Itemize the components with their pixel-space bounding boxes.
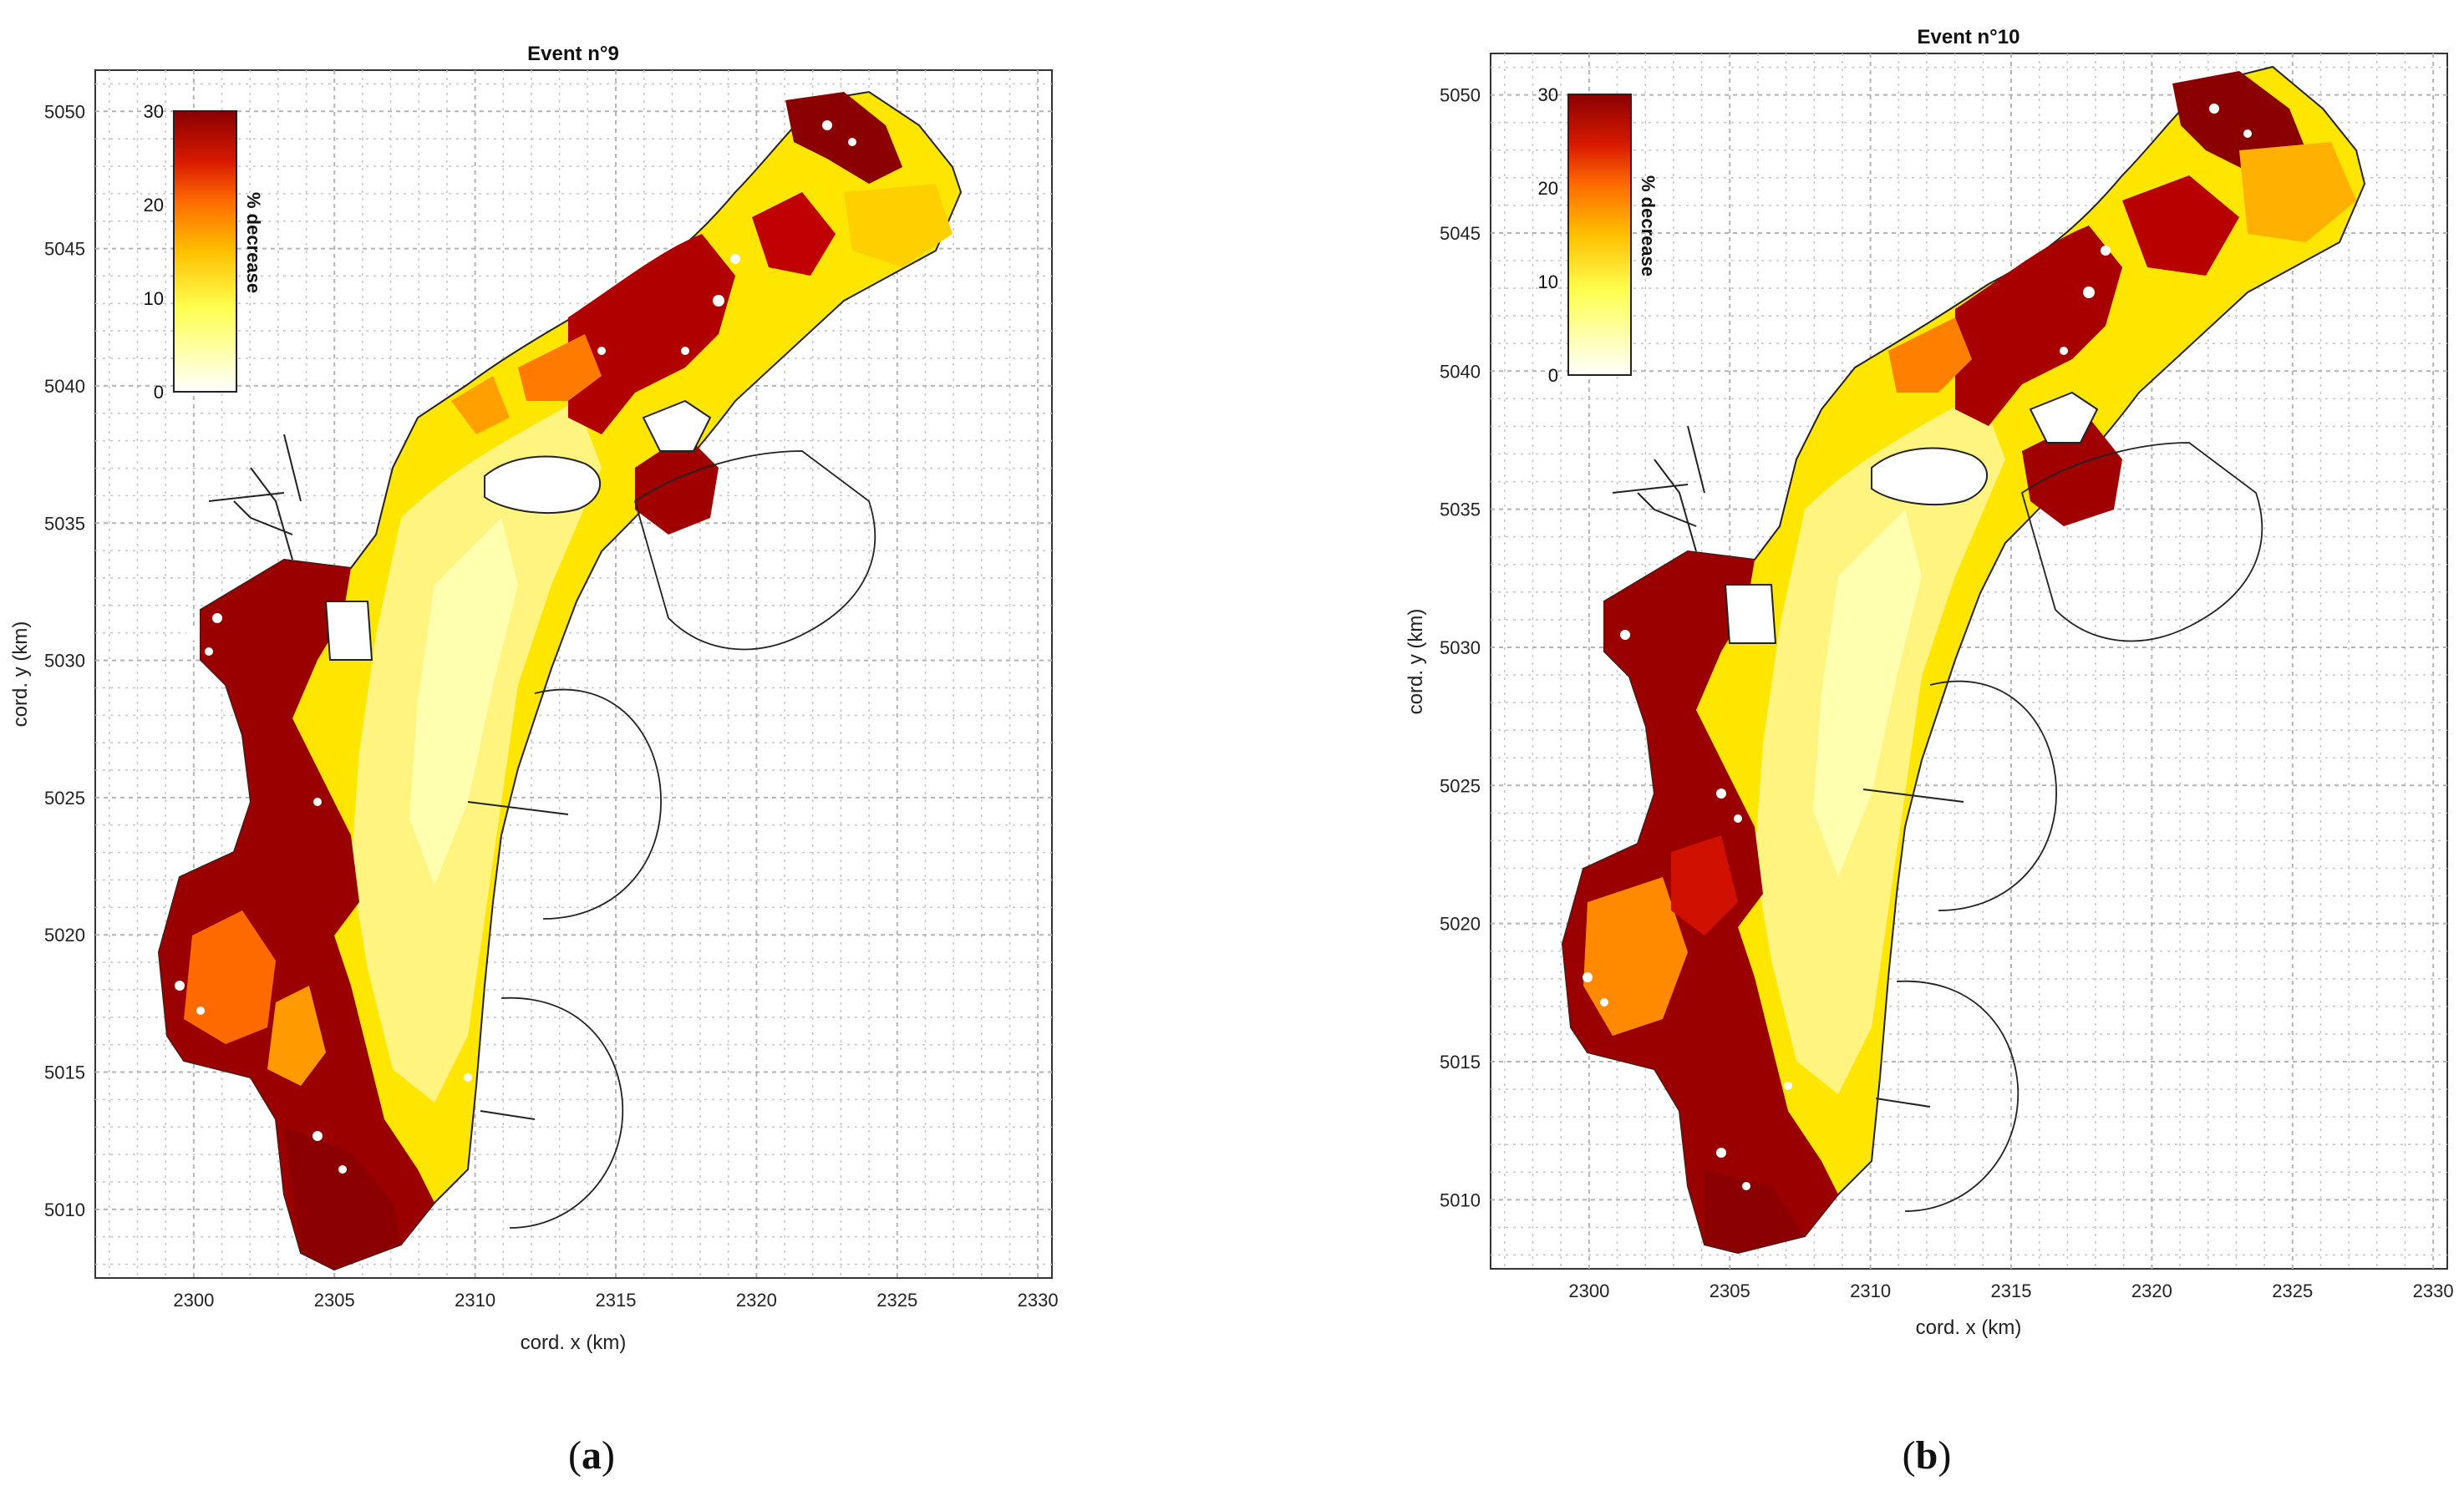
y-tick-label: 5030 (44, 651, 85, 672)
y-tick-label: 5050 (1440, 85, 1481, 106)
x-axis-label: cord. x (km) (1916, 1316, 2022, 1339)
x-tick-labels: 2300 2305 2310 2315 2320 2325 2330 (1568, 1281, 2453, 1301)
x-tick-label: 2300 (173, 1290, 214, 1311)
panel-event-10: 30 20 10 0 % decrease Event n°10 2300 230… (1405, 26, 2454, 1478)
y-tick-label: 5030 (1440, 637, 1481, 658)
y-tick-label: 5035 (1440, 500, 1481, 520)
colorbar-tick-label: 0 (1548, 365, 1558, 386)
plot-title: Event n°9 (527, 43, 619, 65)
lagoon-map (157, 90, 963, 1271)
colorbar-label: % decrease (1638, 175, 1659, 276)
y-tick-label: 5025 (1440, 775, 1481, 796)
y-tick-label: 5035 (44, 513, 85, 534)
y-tick-label: 5020 (1440, 914, 1481, 935)
y-tick-label: 5040 (1440, 361, 1481, 382)
colorbar-tick-label: 10 (1538, 271, 1558, 292)
y-tick-labels: 5010 5015 5020 5025 5030 5035 5040 5045 5050 (44, 101, 85, 1220)
x-tick-label: 2305 (314, 1290, 355, 1311)
x-tick-label: 2300 (1568, 1281, 1609, 1301)
x-tick-label: 2320 (2131, 1281, 2172, 1301)
x-tick-label: 2315 (1991, 1281, 2032, 1301)
x-tick-label: 2315 (596, 1290, 637, 1311)
y-tick-label: 5015 (44, 1062, 85, 1083)
y-tick-label: 5045 (1440, 223, 1481, 244)
y-tick-label: 5025 (44, 788, 85, 809)
x-tick-label: 2330 (2413, 1281, 2454, 1301)
y-tick-label: 5015 (1440, 1052, 1481, 1073)
y-tick-label: 5020 (44, 925, 85, 946)
y-tick-label: 5010 (1440, 1189, 1481, 1210)
x-tick-label: 2305 (1710, 1281, 1750, 1301)
colorbar-tick-label: 0 (154, 382, 164, 403)
colorbar-tick-label: 30 (1538, 84, 1558, 105)
x-tick-label: 2310 (1850, 1281, 1891, 1301)
colorbar: 30 20 10 0 % decrease (144, 101, 264, 403)
x-tick-label: 2310 (455, 1290, 495, 1311)
colorbar-tick-label: 10 (144, 288, 164, 309)
lagoon-map (1561, 65, 2366, 1255)
x-tick-label: 2320 (736, 1290, 777, 1311)
panel-event-9: 30 20 10 0 % decrease Event n°9 2300 2305… (9, 43, 1059, 1478)
y-tick-label: 5045 (44, 239, 85, 260)
y-tick-label: 5040 (44, 376, 85, 397)
x-axis-label: cord. x (km) (521, 1331, 627, 1354)
panel-caption: (a) (568, 1433, 615, 1478)
plot-title: Event n°10 (1918, 26, 2020, 48)
colorbar-tick-label: 20 (1538, 178, 1558, 199)
x-tick-label: 2325 (2272, 1281, 2313, 1301)
colorbar-tick-label: 30 (144, 101, 164, 122)
y-axis-label: cord. y (km) (9, 621, 32, 728)
colorbar-tick-label: 20 (144, 195, 164, 216)
colorbar-label: % decrease (243, 192, 264, 293)
y-axis-label: cord. y (km) (1405, 609, 1427, 715)
x-tick-labels: 2300 2305 2310 2315 2320 2325 2330 (173, 1290, 1058, 1311)
y-tick-labels: 5010 5015 5020 5025 5030 5035 5040 5045 5050 (1440, 85, 1481, 1211)
panel-caption: (b) (1903, 1433, 1952, 1478)
x-tick-label: 2325 (876, 1290, 917, 1311)
colorbar: 30 20 10 0 % decrease (1538, 84, 1659, 386)
y-tick-label: 5010 (44, 1199, 85, 1220)
x-tick-label: 2330 (1018, 1290, 1059, 1311)
y-tick-label: 5050 (44, 101, 85, 122)
